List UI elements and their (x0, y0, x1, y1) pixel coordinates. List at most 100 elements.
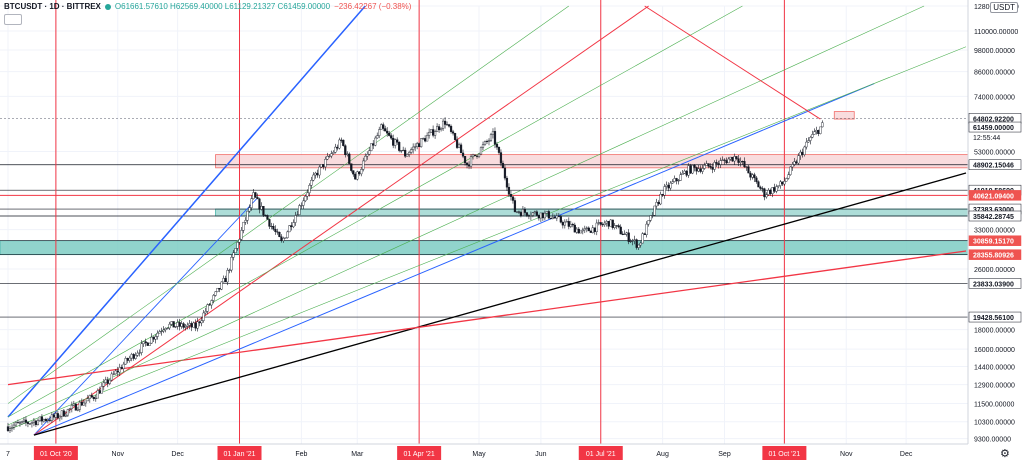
candle-body (549, 217, 552, 219)
candle-body (318, 166, 321, 176)
candle-body (178, 322, 181, 327)
candle-body (66, 409, 69, 416)
candle-body (88, 395, 91, 399)
candle-body (539, 212, 542, 219)
candle-body (801, 151, 804, 155)
candle-body (366, 154, 369, 157)
candle-body (545, 211, 548, 214)
candle-body (24, 419, 28, 423)
candle-body (819, 126, 822, 134)
candle-body (643, 233, 646, 235)
candle-body (102, 382, 105, 387)
candle-body (451, 131, 455, 134)
candle-body (769, 190, 772, 194)
candle-body (364, 155, 367, 162)
candle-body (264, 214, 267, 216)
candle-body (689, 165, 692, 174)
candle-body (170, 321, 173, 325)
candle-body (356, 171, 359, 180)
trend-line (33, 172, 967, 436)
market-status-dot (104, 3, 111, 10)
candle-body (813, 131, 816, 135)
collapse-legend-button[interactable] (4, 14, 22, 25)
candle-body (344, 145, 347, 156)
candle-body (629, 241, 632, 243)
candle-body (418, 143, 421, 148)
candle-body (370, 143, 373, 151)
candle-body (242, 221, 245, 231)
candle-body (785, 178, 788, 182)
candle-body (346, 153, 349, 156)
candle-body (114, 370, 117, 375)
candle-body (382, 124, 385, 129)
candle-body (226, 270, 229, 283)
candle-body (142, 341, 145, 345)
candle-body (138, 352, 141, 354)
candle-body (350, 163, 353, 171)
candle-body (210, 300, 213, 306)
candle-body (82, 402, 85, 406)
candle-body (529, 215, 533, 217)
price-axis: 128000.00000110000.0000098000.0000086000… (967, 0, 1024, 462)
candle-body (412, 146, 415, 150)
candle-body (509, 194, 513, 197)
candle-body (811, 134, 814, 138)
candle-body (685, 170, 688, 176)
candle-body (400, 150, 403, 152)
candle-body (587, 227, 590, 232)
candle-body (186, 324, 189, 327)
candle-body (128, 357, 131, 361)
candle-body (64, 414, 67, 417)
candle-body (759, 186, 762, 189)
price-label-bg (968, 278, 1022, 289)
candle-body (457, 144, 461, 148)
candle-body (551, 216, 554, 219)
candle-body (605, 221, 608, 224)
candle-body (420, 138, 423, 148)
candle-body (304, 196, 307, 202)
symbol-label[interactable]: BTCUSDT · 1D · BITTREX (4, 2, 101, 11)
candle-body (164, 328, 167, 331)
candle-body (693, 165, 696, 168)
price-label: 35842.28745 (973, 214, 1014, 221)
candle-body (72, 403, 75, 406)
candle-body (332, 152, 335, 154)
time-tick-label: 01 Jan '21 (223, 451, 255, 458)
candle-body (338, 139, 341, 149)
price-label: 64802.92200 (973, 116, 1014, 123)
candle-body (324, 159, 327, 168)
price-tick-label: 18000.00000 (974, 328, 1015, 335)
candle-body (575, 228, 578, 233)
candle-body (511, 196, 515, 201)
candle-body (601, 224, 604, 226)
candle-body (120, 367, 123, 369)
candle-body (184, 326, 187, 328)
candle-body (16, 422, 20, 424)
price-tick-label: 110000.00000 (974, 29, 1018, 36)
price-label-bg (968, 190, 1022, 201)
candle-body (483, 141, 487, 145)
candle-body (631, 240, 634, 242)
candle-body (244, 220, 247, 223)
candle-body (461, 152, 465, 157)
candle-body (270, 225, 273, 227)
candle-body (154, 336, 157, 340)
candle-body (595, 222, 598, 232)
candle-body (821, 122, 824, 128)
candle-body (86, 398, 89, 402)
candle-body (148, 342, 151, 346)
candle-body (651, 215, 654, 217)
candle-body (579, 230, 582, 234)
settings-icon[interactable]: ⚙ (1000, 447, 1010, 460)
candle-body (74, 403, 77, 411)
price-tick-label: 12900.00000 (974, 383, 1015, 390)
candle-body (465, 162, 469, 166)
candle-body (268, 219, 271, 227)
candle-body (743, 161, 746, 168)
candle-body (380, 124, 383, 130)
currency-button[interactable]: USDT (990, 2, 1018, 13)
candle-body (246, 210, 249, 221)
candle-body (46, 419, 50, 422)
price-label: 61459.00000 (973, 125, 1014, 132)
